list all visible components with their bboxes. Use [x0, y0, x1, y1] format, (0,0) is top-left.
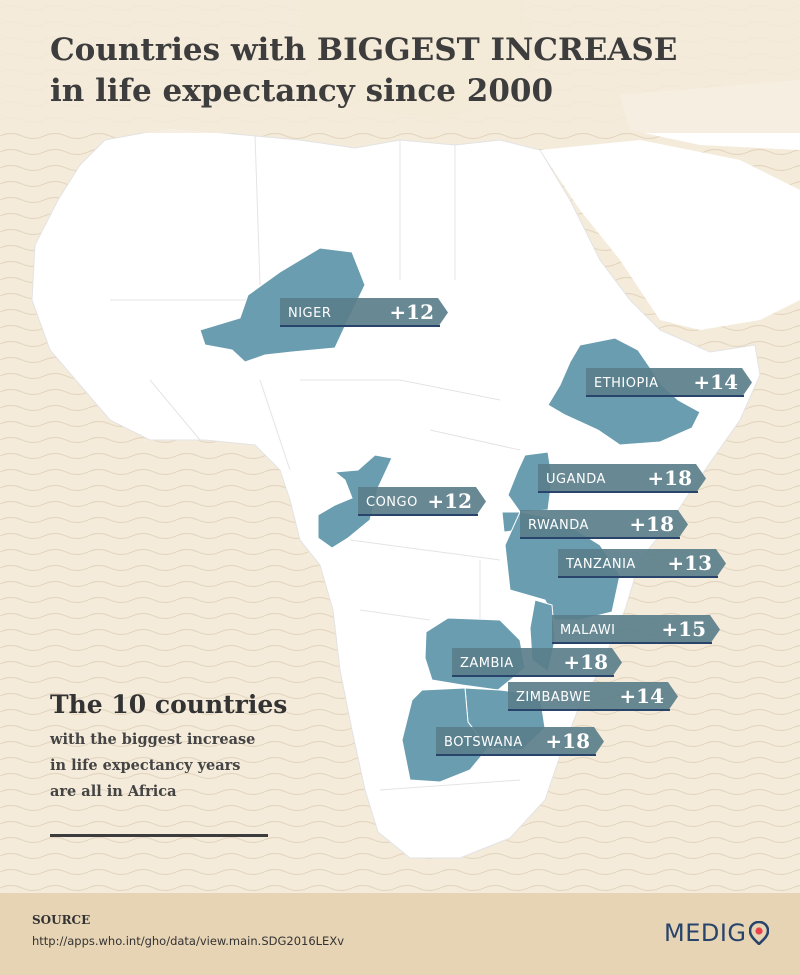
arabia-landmass [540, 140, 800, 330]
tag-background [520, 510, 688, 539]
life-expectancy-increase: +12 [427, 489, 472, 513]
tag-underline [280, 325, 440, 327]
tag-underline [358, 514, 478, 516]
tag-ethiopia: ETHIOPIA +14 [586, 368, 752, 397]
life-expectancy-increase: +12 [389, 300, 434, 324]
country-name: RWANDA [528, 518, 589, 533]
tag-background [552, 615, 720, 644]
location-pin-icon [748, 921, 769, 945]
summary-headline: The 10 countries [50, 690, 288, 719]
tag-botswana: BOTSWANA +18 [436, 727, 604, 756]
tag-malawi: MALAWI +15 [552, 615, 720, 644]
country-name: ZIMBABWE [516, 690, 591, 705]
title-line-2: in life expectancy since 2000 [50, 73, 554, 109]
africa-map: NIGER +12 ETHIOPIA +14 UGANDA +18 CONGO +12 RWAN… [0, 0, 800, 893]
tag-underline [552, 642, 712, 644]
tag-underline [520, 537, 680, 539]
life-expectancy-increase: +18 [545, 729, 590, 753]
tag-tanzania: TANZANIA +13 [558, 549, 726, 578]
footer: SOURCE http://apps.who.int/gho/data/view… [0, 893, 800, 975]
summary-divider [50, 834, 268, 837]
summary-line-3: are all in Africa [50, 783, 177, 800]
tag-underline [436, 754, 596, 756]
life-expectancy-increase: +14 [619, 684, 664, 708]
page-title: Countries with BIGGEST INCREASE in life … [50, 30, 750, 112]
summary-line-2: in life expectancy years [50, 757, 241, 774]
medigo-logo: MEDIG [664, 919, 769, 947]
country-name: NIGER [288, 306, 331, 321]
tag-background [586, 368, 752, 397]
tag-congo: CONGO +12 [358, 487, 486, 516]
tag-uganda: UGANDA +18 [538, 464, 706, 493]
tag-background [538, 464, 706, 493]
life-expectancy-increase: +14 [693, 370, 738, 394]
summary-line-1: with the biggest increase [50, 731, 256, 748]
country-tags: NIGER +12 ETHIOPIA +14 UGANDA +18 CONGO +12 RWAN… [280, 298, 752, 756]
tag-background [452, 648, 622, 677]
life-expectancy-increase: +18 [563, 650, 608, 674]
country-name: ETHIOPIA [594, 376, 659, 391]
tag-background [358, 487, 486, 516]
source-label: SOURCE [32, 913, 91, 927]
country-name: CONGO [366, 495, 418, 510]
life-expectancy-increase: +13 [667, 551, 712, 575]
tag-underline [558, 576, 718, 578]
tag-zimbabwe: ZIMBABWE +14 [508, 682, 678, 711]
country-name: MALAWI [560, 623, 616, 638]
tag-background [508, 682, 678, 711]
tag-underline [452, 675, 614, 677]
life-expectancy-increase: +18 [647, 466, 692, 490]
tag-rwanda: RWANDA +18 [520, 510, 688, 539]
life-expectancy-increase: +18 [629, 512, 674, 536]
summary-block: The 10 countries with the biggest increa… [50, 690, 370, 805]
tag-underline [586, 395, 744, 397]
tag-background [280, 298, 448, 327]
title-backdrop [0, 0, 800, 133]
tag-background [558, 549, 726, 578]
source-link[interactable]: http://apps.who.int/gho/data/view.main.S… [32, 934, 345, 948]
country-name: BOTSWANA [444, 735, 523, 750]
tag-zambia: ZAMBIA +18 [452, 648, 622, 677]
tag-background [436, 727, 604, 756]
tag-underline [538, 491, 698, 493]
country-name: UGANDA [546, 472, 606, 487]
country-name: TANZANIA [565, 557, 636, 572]
country-name: ZAMBIA [460, 656, 514, 671]
title-line-1: Countries with BIGGEST INCREASE [50, 32, 678, 68]
tag-underline [508, 709, 670, 711]
map-stage: NIGER +12 ETHIOPIA +14 UGANDA +18 CONGO +12 RWAN… [0, 0, 800, 893]
tag-niger: NIGER +12 [280, 298, 448, 327]
life-expectancy-increase: +15 [661, 617, 706, 641]
brand-name: MEDIG [664, 919, 747, 947]
